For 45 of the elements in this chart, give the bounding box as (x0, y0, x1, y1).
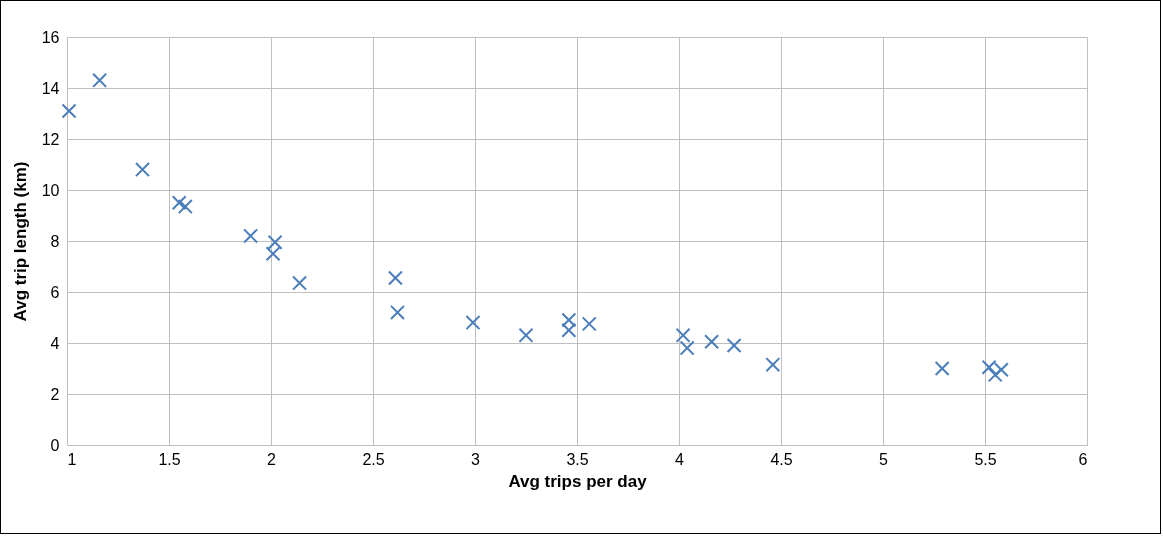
point (561, 322, 577, 338)
point (675, 327, 691, 343)
point (243, 228, 259, 244)
y-tick-label: 12 (41, 130, 60, 148)
point (987, 367, 1003, 383)
point (765, 357, 781, 373)
y-tick-label: 0 (50, 436, 60, 454)
point (726, 338, 742, 354)
point (465, 315, 481, 331)
point (704, 334, 720, 350)
point (292, 275, 308, 291)
y-tick-label: 14 (41, 79, 60, 97)
point (387, 270, 403, 286)
x-tick-label: 2 (267, 450, 277, 468)
x-tick-label: 2.5 (362, 450, 385, 468)
y-axis-title: Avg trip length (km) (10, 161, 30, 322)
point (561, 312, 577, 328)
y-tick-label: 4 (50, 334, 60, 352)
x-tick-label: 5 (879, 450, 889, 468)
point (265, 246, 281, 262)
point (581, 316, 597, 332)
x-tick-label: 6 (1078, 450, 1088, 468)
point (934, 360, 950, 377)
x-tick-label: 1 (67, 450, 77, 468)
x-tick-label: 3 (471, 450, 481, 468)
y-tick-label: 10 (41, 181, 60, 199)
y-tick-label: 6 (50, 283, 60, 301)
point (679, 340, 695, 356)
x-axis-title: Avg trips per day (508, 471, 648, 491)
point (61, 103, 77, 119)
y-tick-label: 2 (50, 385, 60, 403)
point (92, 72, 108, 88)
point (134, 162, 150, 178)
point (518, 327, 534, 343)
y-tick-label: 16 (41, 28, 60, 46)
x-tick-label: 4 (675, 450, 685, 468)
x-tick-label: 3.5 (566, 450, 589, 468)
y-tick-label: 8 (50, 232, 60, 250)
x-tick-label: 5.5 (974, 450, 997, 468)
x-tick-label: 1.5 (158, 450, 181, 468)
x-tick-label: 4.5 (770, 450, 793, 468)
point (267, 234, 283, 250)
point (389, 304, 405, 320)
point (171, 195, 187, 211)
point (177, 199, 193, 215)
